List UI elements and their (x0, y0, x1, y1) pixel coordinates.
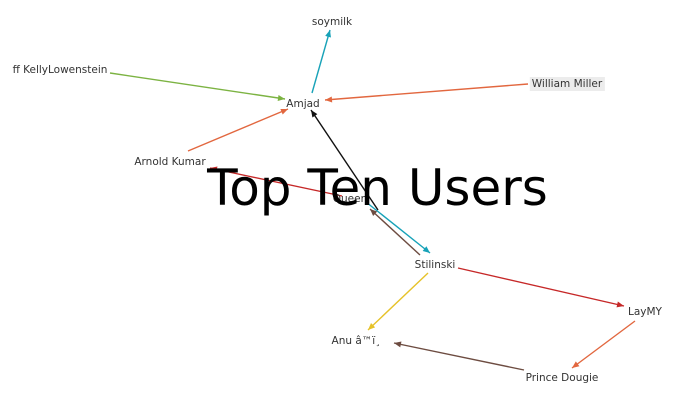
edge-william-to-amjad (324, 83, 529, 103)
edge-line (310, 109, 379, 211)
node-amjad[interactable]: Amjad (286, 98, 319, 110)
node-label: Arnold Kumar (134, 156, 206, 168)
arrowhead-icon (370, 209, 378, 216)
node-label: LayMY (628, 306, 663, 318)
edge-stilinski-to-laymy (457, 267, 625, 308)
edge-line (311, 29, 331, 94)
edge-line (369, 208, 421, 256)
nodes-layer: soymilk ff KellyLowenstein William Miller A… (13, 16, 663, 384)
edge-line (457, 267, 625, 307)
node-queen[interactable]: Queen (333, 193, 368, 205)
node-label: Prince Dougie (526, 372, 599, 384)
edge-line (187, 108, 289, 152)
node-label: Anu â™ï¸ (332, 335, 381, 347)
arrowhead-icon (277, 95, 285, 101)
node-laymy[interactable]: LayMY (628, 306, 663, 318)
arrowhead-icon (311, 110, 318, 118)
arrowhead-icon (325, 96, 333, 103)
arrowhead-icon (210, 166, 218, 173)
edge-laymy-to-prince (571, 320, 636, 369)
edge-amjad-to-soymilk (311, 29, 331, 94)
arrowhead-icon (572, 361, 580, 368)
arrowhead-icon (368, 323, 376, 330)
node-arnold[interactable]: Arnold Kumar (134, 156, 206, 168)
node-label: William Miller (532, 78, 603, 90)
node-label: Stilinski (415, 259, 456, 271)
edge-queen-to-stilinski (365, 201, 431, 254)
edge-line (109, 72, 286, 100)
arrowhead-icon (394, 341, 402, 348)
arrowhead-icon (325, 30, 331, 38)
node-kelly[interactable]: ff KellyLowenstein (13, 64, 108, 76)
edge-queen-to-arnold (209, 166, 343, 197)
page-title: Top Ten Users (207, 159, 548, 217)
edge-prince-to-anu (393, 341, 525, 371)
edge-arnold-to-amjad (187, 108, 289, 152)
node-soymilk[interactable]: soymilk (312, 16, 353, 28)
node-label: Queen (333, 193, 368, 205)
edge-stilinski-to-anu (367, 272, 429, 331)
edge-line (367, 272, 429, 331)
edge-stilinski-to-queen (369, 208, 421, 256)
edge-line (324, 83, 529, 101)
node-label: soymilk (312, 16, 353, 28)
arrowhead-icon (616, 301, 624, 308)
edge-kelly-to-amjad (109, 72, 286, 101)
edge-line (571, 320, 636, 369)
edge-line (365, 201, 431, 254)
edge-stilinski-to-amjad (310, 109, 379, 211)
edges-layer (109, 29, 636, 371)
edge-line (209, 167, 343, 197)
node-william[interactable]: William Miller (529, 77, 605, 91)
node-label-highlight (529, 77, 605, 91)
node-label: Amjad (286, 98, 319, 110)
node-prince[interactable]: Prince Dougie (526, 372, 599, 384)
node-anu[interactable]: Anu â™ï¸ (332, 335, 381, 347)
arrowhead-icon (280, 108, 288, 115)
arrowhead-icon (422, 246, 430, 253)
node-label: ff KellyLowenstein (13, 64, 108, 76)
node-stilinski[interactable]: Stilinski (415, 259, 456, 271)
edge-line (393, 342, 525, 371)
